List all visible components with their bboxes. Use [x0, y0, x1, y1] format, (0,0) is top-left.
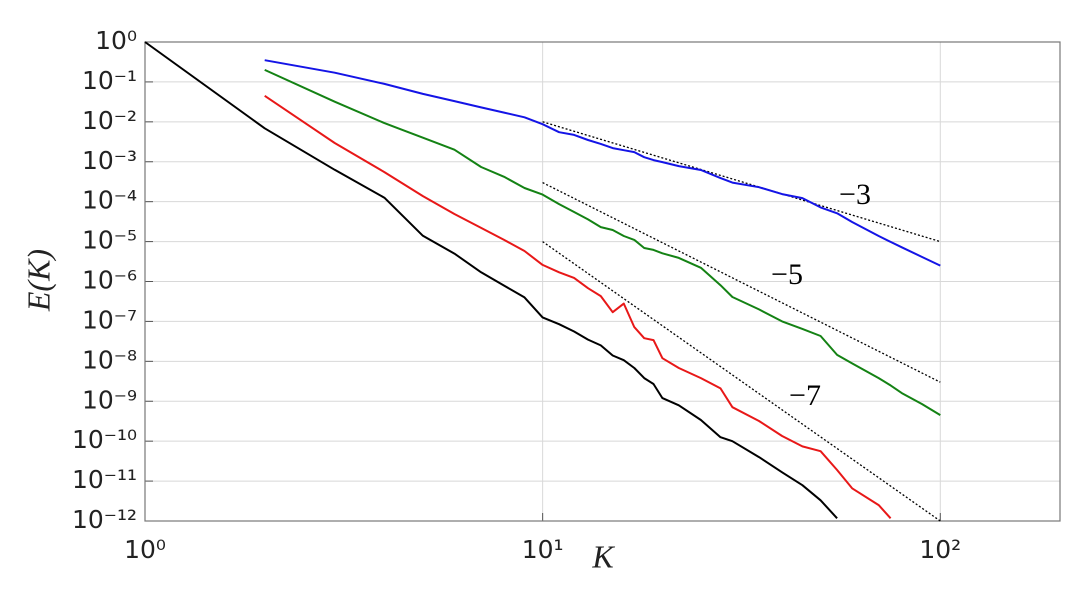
x-tick-label: 10⁰ [124, 535, 166, 564]
y-tick-label: 10⁻² [82, 106, 137, 135]
plot-frame [144, 41, 1061, 522]
slope-label: −5 [771, 258, 803, 291]
y-axis-label: E(K) [20, 249, 56, 312]
y-tick-label: 10⁻⁵ [82, 226, 137, 255]
x-tick-label: 10² [919, 535, 961, 564]
y-tick-label: 10⁻¹² [72, 505, 137, 534]
y-tick-label: 10⁻³ [82, 146, 137, 175]
y-tick-label: 10⁻⁸ [82, 345, 137, 374]
reference-line [542, 121, 941, 243]
y-tick-label: 10⁻¹⁰ [72, 425, 137, 454]
series-line [144, 41, 838, 519]
y-tick-label: 10⁻¹ [82, 66, 137, 95]
reference-line [542, 241, 941, 522]
x-tick-label: 10¹ [522, 535, 564, 564]
x-axis-label: K [591, 538, 615, 574]
y-tick-label: 10⁻⁶ [82, 266, 137, 295]
y-tick-label: 10⁰ [95, 26, 137, 55]
slope-label: −7 [789, 379, 821, 412]
y-tick-label: 10⁻⁷ [82, 305, 137, 334]
series-line [264, 94, 892, 519]
y-tick-label: 10⁻⁹ [82, 385, 137, 414]
slope-label: −3 [839, 178, 871, 211]
series-line [264, 59, 941, 267]
series-line [264, 68, 941, 416]
y-tick-label: 10⁻⁴ [82, 186, 137, 215]
y-tick-label: 10⁻¹¹ [72, 465, 137, 494]
